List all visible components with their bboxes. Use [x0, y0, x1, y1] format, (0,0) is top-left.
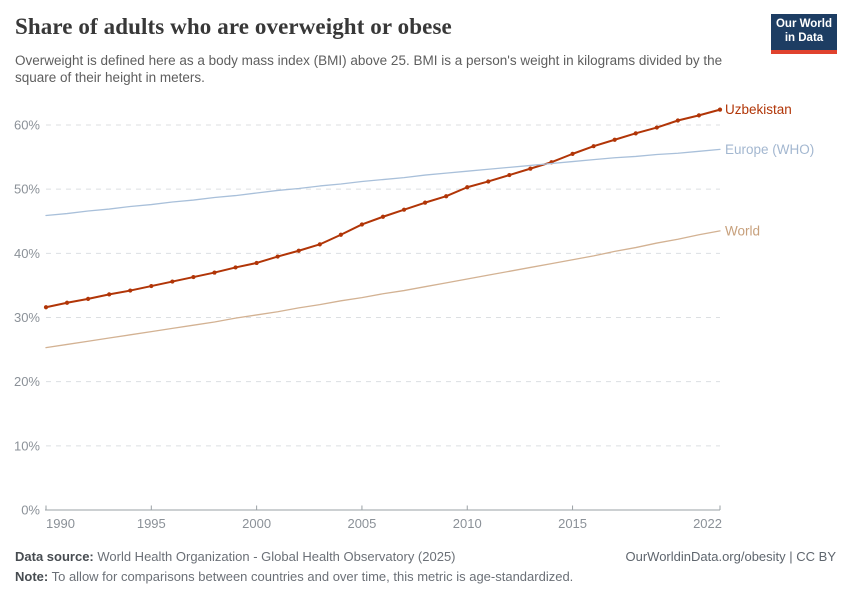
data-point-uzbekistan[interactable]: [191, 274, 196, 280]
data-point-uzbekistan[interactable]: [64, 300, 70, 305]
data-point-uzbekistan[interactable]: [43, 305, 49, 310]
owid-logo-text: Our World in Data: [771, 14, 837, 50]
y-gridlines: [46, 124, 720, 447]
data-point-uzbekistan[interactable]: [317, 242, 322, 247]
data-point-uzbekistan[interactable]: [675, 118, 680, 123]
x-tick-label: 2010: [453, 516, 482, 531]
y-tick-label: 10%: [14, 438, 40, 453]
data-point-uzbekistan[interactable]: [359, 222, 365, 227]
data-point-uzbekistan[interactable]: [570, 151, 575, 156]
data-point-uzbekistan[interactable]: [212, 270, 217, 275]
data-point-uzbekistan[interactable]: [696, 113, 702, 118]
series-label-world[interactable]: World: [725, 223, 760, 238]
series-labels[interactable]: Uzbekistan Europe (WHO) World: [725, 102, 814, 238]
data-point-uzbekistan[interactable]: [591, 144, 596, 149]
data-point-uzbekistan[interactable]: [233, 265, 238, 270]
data-point-uzbekistan[interactable]: [107, 292, 112, 297]
data-point-uzbekistan[interactable]: [275, 254, 280, 259]
series-label-uzbekistan[interactable]: Uzbekistan: [725, 102, 792, 117]
data-point-uzbekistan[interactable]: [149, 283, 154, 289]
data-point-uzbekistan[interactable]: [444, 194, 449, 199]
series-line-europe-who[interactable]: [45, 148, 721, 217]
data-point-uzbekistan[interactable]: [170, 279, 175, 284]
data-point-uzbekistan[interactable]: [254, 260, 259, 266]
data-point-uzbekistan[interactable]: [486, 179, 491, 184]
data-source-line: Data source: World Health Organization -…: [15, 547, 573, 567]
data-point-uzbekistan[interactable]: [338, 232, 343, 237]
footer-notes: Data source: World Health Organization -…: [15, 547, 573, 586]
y-tick-label: 20%: [14, 374, 40, 389]
data-point-uzbekistan[interactable]: [380, 214, 386, 219]
data-point-uzbekistan[interactable]: [528, 166, 533, 171]
data-point-uzbekistan[interactable]: [633, 131, 638, 136]
data-source-text: World Health Organization - Global Healt…: [93, 549, 456, 564]
y-tick-label: 0%: [21, 503, 40, 518]
x-tick-label: 2000: [242, 516, 271, 531]
data-point-uzbekistan[interactable]: [296, 248, 301, 253]
owid-logo-bar: [771, 50, 837, 54]
owid-logo-line1: Our World: [775, 18, 832, 30]
chart-subtitle: Overweight is defined here as a body mas…: [15, 53, 723, 85]
data-source-label: Data source:: [15, 549, 94, 564]
series-label-europe-who[interactable]: Europe (WHO): [725, 142, 814, 157]
y-tick-label: 40%: [14, 246, 40, 261]
y-tick-label: 60%: [14, 118, 40, 133]
owid-logo-line2: in Data: [784, 31, 824, 44]
owid-logo[interactable]: Our World in Data: [771, 14, 837, 54]
page-title: Share of adults who are overweight or ob…: [15, 14, 452, 39]
note-line: Note: To allow for comparisons between c…: [15, 567, 573, 587]
data-point-uzbekistan[interactable]: [612, 137, 617, 142]
note-text: To allow for comparisons between countri…: [48, 568, 574, 584]
series-line-world[interactable]: [45, 230, 721, 349]
data-point-uzbekistan[interactable]: [717, 107, 723, 112]
data-point-uzbekistan[interactable]: [507, 172, 512, 178]
y-tick-label: 50%: [14, 182, 40, 197]
x-axis: 1990 1995 2000 2005 2010 2015 2022: [45, 505, 722, 531]
x-tick-label: 2022: [693, 516, 722, 531]
x-tick-label: 1990: [46, 516, 75, 531]
data-point-uzbekistan[interactable]: [128, 288, 133, 293]
data-point-uzbekistan[interactable]: [86, 296, 91, 301]
owid-link[interactable]: OurWorldinData.org/obesity | CC BY: [625, 549, 837, 564]
series-line-uzbekistan[interactable]: [45, 108, 721, 309]
data-point-uzbekistan[interactable]: [423, 200, 428, 205]
x-tick-label: 1995: [137, 516, 166, 531]
chart-footer: Data source: World Health Organization -…: [15, 547, 836, 586]
data-point-uzbekistan[interactable]: [401, 207, 407, 212]
data-point-uzbekistan[interactable]: [654, 125, 659, 130]
data-point-uzbekistan[interactable]: [465, 185, 470, 190]
note-label: Note:: [15, 568, 49, 584]
x-tick-label: 2005: [347, 516, 376, 531]
y-axis-labels: 0% 10% 20% 30% 40% 50% 60%: [14, 118, 40, 518]
series-lines[interactable]: [43, 107, 723, 349]
y-tick-label: 30%: [14, 310, 40, 325]
x-tick-label: 2015: [558, 516, 587, 531]
